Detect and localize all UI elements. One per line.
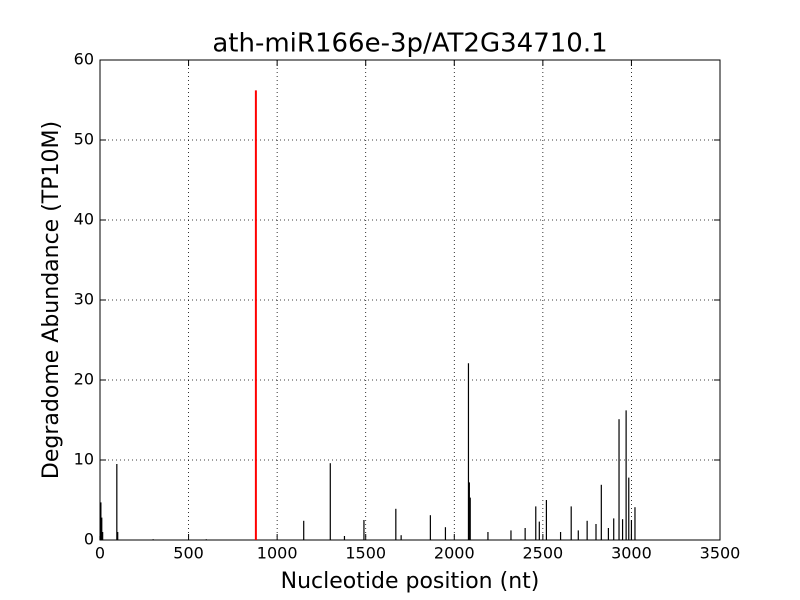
x-tick-label: 0 — [95, 544, 105, 563]
y-tick-label: 10 — [74, 450, 94, 469]
x-tick-label: 2500 — [522, 544, 563, 563]
x-tick-label: 1500 — [345, 544, 386, 563]
y-tick-label: 40 — [74, 210, 94, 229]
x-tick-label: 1000 — [257, 544, 298, 563]
x-axis-label: Nucleotide position (nt) — [281, 569, 540, 594]
y-tick-label: 0 — [84, 530, 94, 549]
x-tick-label: 3500 — [700, 544, 741, 563]
x-tick-label: 2000 — [434, 544, 475, 563]
y-tick-label: 30 — [74, 290, 94, 309]
chart-title: ath-miR166e-3p/AT2G34710.1 — [212, 29, 607, 59]
plot-frame — [99, 59, 721, 541]
x-tick-label: 3000 — [611, 544, 652, 563]
y-tick-label: 60 — [74, 50, 94, 69]
x-tick-label: 500 — [173, 544, 204, 563]
y-axis-label: Degradome Abundance (TP10M) — [39, 121, 64, 479]
y-tick-label: 50 — [74, 130, 94, 149]
y-tick-label: 20 — [74, 370, 94, 389]
